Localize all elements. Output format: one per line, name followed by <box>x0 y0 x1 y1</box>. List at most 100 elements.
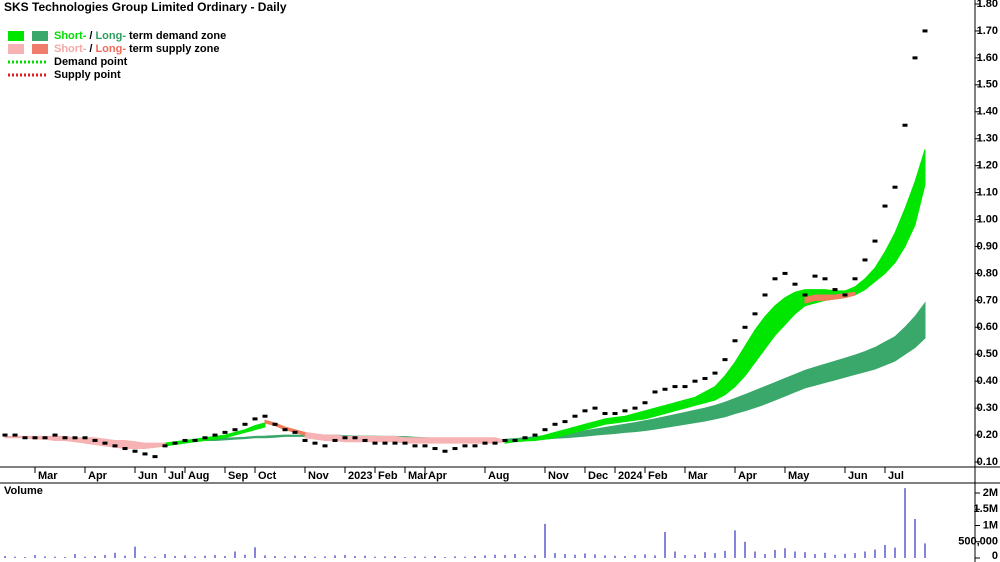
y-tick-label: 1.30 <box>977 133 998 145</box>
volume-bar <box>74 554 76 558</box>
price-bar <box>912 56 918 60</box>
volume-bar <box>654 555 656 558</box>
volume-bar <box>574 554 576 558</box>
price-bar <box>422 444 428 448</box>
zone-band <box>504 149 926 444</box>
volume-bar <box>224 556 226 558</box>
price-bar <box>782 271 788 275</box>
price-bar <box>712 371 718 375</box>
x-tick-label: Mar <box>408 470 428 482</box>
price-bar <box>392 441 398 445</box>
legend-swatch <box>8 44 24 54</box>
x-tick-label: Apr <box>428 470 448 482</box>
volume-bar <box>894 547 896 558</box>
price-bar <box>292 430 298 434</box>
volume-bar <box>904 488 906 558</box>
volume-bar <box>794 551 796 558</box>
price-bar <box>12 433 18 437</box>
price-bar <box>722 358 728 362</box>
price-bar <box>322 444 328 448</box>
legend-text: Supply point <box>54 69 121 81</box>
x-tick-label: Feb <box>378 470 398 482</box>
volume-bar <box>264 555 266 558</box>
y-tick-label: 0.10 <box>977 456 998 468</box>
price-bar <box>772 277 778 281</box>
volume-bar <box>364 555 366 558</box>
volume-bar <box>694 554 696 558</box>
price-bar <box>742 325 748 329</box>
price-bar <box>42 436 48 440</box>
y-tick-label: 0.20 <box>977 429 998 441</box>
price-bar <box>362 438 368 442</box>
price-bar <box>412 444 418 448</box>
y-tick-label: 1M <box>983 519 998 531</box>
volume-bar <box>484 555 486 558</box>
x-tick-label: Mar <box>38 470 58 482</box>
volume-bar <box>714 553 716 558</box>
price-bar <box>262 414 268 418</box>
price-bar <box>452 447 458 451</box>
legend-label: Short- / Long-term demand zone <box>54 30 226 42</box>
volume-bar <box>344 555 346 558</box>
legend-text: / <box>89 30 92 42</box>
price-bar <box>762 293 768 297</box>
x-tick-label: Mar <box>688 470 708 482</box>
x-tick-label: Feb <box>648 470 668 482</box>
volume-bar <box>114 552 116 558</box>
price-bar <box>102 441 108 445</box>
volume-bar <box>774 549 776 558</box>
price-bar <box>302 438 308 442</box>
volume-bar <box>394 556 396 558</box>
volume-bar <box>64 557 66 558</box>
x-tick-label: Sep <box>228 470 248 482</box>
x-tick-label: Apr <box>88 470 108 482</box>
legend-swatch <box>32 31 48 41</box>
volume-bar <box>84 556 86 558</box>
price-bar <box>822 277 828 281</box>
price-bar <box>172 441 178 445</box>
x-tick-label: Dec <box>588 470 608 482</box>
y-tick-label: 2M <box>983 487 998 499</box>
price-bar <box>572 414 578 418</box>
price-bar <box>842 293 848 297</box>
price-bar <box>532 433 538 437</box>
price-bar <box>372 441 378 445</box>
volume-bar <box>524 556 526 558</box>
price-bar <box>282 428 288 432</box>
price-bar <box>542 428 548 432</box>
volume-bar <box>594 554 596 558</box>
price-bar <box>332 438 338 442</box>
volume-bar <box>304 556 306 558</box>
volume-bar <box>534 555 536 558</box>
volume-bar <box>834 554 836 558</box>
x-tick-label: 2023 <box>348 470 372 482</box>
volume-bar <box>854 553 856 558</box>
price-bar <box>252 417 258 421</box>
price-bar <box>62 436 68 440</box>
y-tick-label: 0.50 <box>977 348 998 360</box>
volume-bar <box>814 554 816 558</box>
legend-label: Supply point <box>54 69 121 81</box>
price-bar <box>32 436 38 440</box>
volume-bar <box>514 554 516 558</box>
price-bar <box>692 379 698 383</box>
y-tick-label: 1.80 <box>977 0 998 10</box>
legend-swatch <box>32 44 48 54</box>
price-bar <box>92 438 98 442</box>
price-bar <box>492 441 498 445</box>
volume-bar <box>924 543 926 558</box>
volume-bar <box>474 556 476 558</box>
volume-bar <box>94 556 96 558</box>
volume-bar <box>374 556 376 558</box>
legend-text: Long- <box>95 30 126 42</box>
volume-bar <box>664 532 666 558</box>
volume-bar <box>874 549 876 558</box>
volume-bar <box>464 556 466 558</box>
volume-bar <box>444 557 446 558</box>
price-bar <box>352 436 358 440</box>
price-bar <box>862 258 868 262</box>
price-bar <box>182 438 188 442</box>
price-bar <box>192 438 198 442</box>
x-tick-label: Oct <box>258 470 277 482</box>
